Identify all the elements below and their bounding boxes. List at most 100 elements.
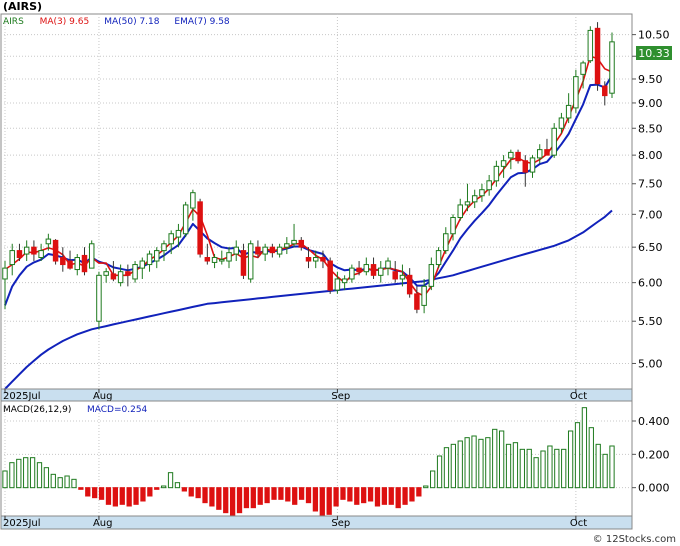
ma50-line [4,209,613,390]
candle [23,240,30,262]
candle [9,243,15,276]
candle [110,261,117,282]
candle [276,243,283,258]
candle [305,247,312,269]
price-tick-label: 6.50 [638,241,663,254]
candle-body-up [9,250,15,266]
macd-bar-negative [285,487,291,502]
macd-bar-positive [512,442,519,489]
candle [529,155,536,178]
candle [587,26,594,63]
macd-bar-negative [92,487,98,499]
candle [255,240,261,258]
candle-body-down [60,257,66,266]
price-tick-label: 9.00 [638,97,663,110]
macd-bar-positive [23,457,29,489]
candle [515,149,521,164]
candle [327,257,333,294]
candle [204,243,211,265]
candle-body-up [508,151,514,159]
candle-body-down [269,246,276,254]
legend-entry: EMA(7) 9.58 [174,17,230,27]
candle-body-down [204,257,211,262]
candle [565,93,572,124]
macd-bar-negative [264,487,270,504]
candle-body-down [52,239,59,262]
candle [363,257,370,276]
candle [471,189,478,209]
candle-body-down [81,254,88,273]
price-tick-label: 6.00 [638,277,663,290]
candle-body-down [240,250,247,276]
macd-bar-positive [430,470,436,489]
macd-bar-positive [464,437,470,489]
candle-body-up [479,189,485,197]
macd-bar-positive [16,458,22,489]
candle [161,240,167,262]
price-tick-label: 8.00 [638,149,663,162]
candle [580,60,586,89]
candle [399,264,406,287]
macd-bar-negative [223,487,229,514]
macd-bar-negative [105,487,112,505]
macd-bar-negative [340,487,346,500]
macd-bar-negative [333,487,339,507]
macd-bar-positive [457,440,463,489]
candle [31,240,37,262]
candle [334,271,341,294]
candle [211,254,218,269]
macd-bar-negative [305,487,312,504]
macd-tick-label: 0.400 [638,415,670,428]
macd-bar-negative [236,487,243,514]
candle-body-up [38,250,44,259]
candle [175,223,182,248]
macd-bar-negative [402,487,408,505]
candle [52,239,59,265]
candle [356,261,362,276]
candle [544,138,550,156]
macd-bar-positive [50,473,56,489]
date-label: Aug [93,391,113,402]
macd-bar-positive [57,477,63,489]
macd-tick-label: 0.000 [638,482,670,495]
candle [125,264,131,287]
candle-body-up [428,264,435,287]
candle-body-up [363,264,370,273]
macd-bar-negative [298,487,305,500]
candle-body-up [573,76,579,109]
price-tick-label: 9.50 [638,73,663,86]
macd-value-label: MACD=0.254 [87,405,148,415]
macd-axis-ticks: 0.400 0.200 0.000 [632,415,670,495]
candle [154,247,160,269]
date-label: Oct [570,391,587,402]
legend-entry: AIRS [3,17,24,27]
candle [117,264,124,287]
candle [262,243,268,262]
candle-body-up [88,243,95,269]
candle [182,201,189,238]
candle-body-up [96,274,102,322]
price-tick-label: 5.50 [638,315,663,328]
macd-bar-negative [98,487,105,500]
macd-bar-negative [257,487,263,505]
macd-bar-negative [78,487,84,490]
site-credit: © 12Stocks.com [593,534,676,545]
price-panel-frame [0,13,633,390]
candle-body-up [493,165,500,182]
candle-body-up [219,259,225,262]
candle-body-up [161,243,167,252]
candle-body-up [486,180,492,191]
macd-bar-positive [64,475,70,489]
candle [240,243,247,279]
macd-bar-positive [436,455,443,489]
macd-bar-positive [71,478,77,489]
macd-bar-positive [547,445,553,489]
candle [479,183,485,202]
candle-body-up [565,104,572,119]
macd-bar-negative [347,487,353,502]
macd-bar-positive [43,467,50,489]
candle-body-up [529,157,536,173]
candle-body-up [291,239,297,245]
candle-body-up [334,278,341,291]
macd-bar-positive [450,443,456,489]
